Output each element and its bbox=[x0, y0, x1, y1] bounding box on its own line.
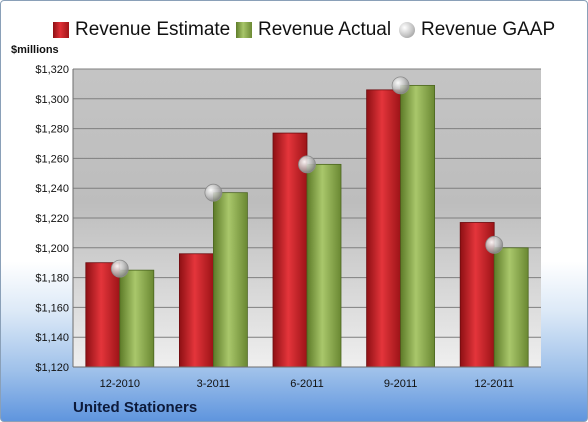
revenue-estimate-bar bbox=[85, 262, 121, 368]
y-tick-label: $1,260 bbox=[35, 153, 69, 165]
revenue-gaap-marker bbox=[298, 155, 316, 174]
y-axis-unit-label: $millions bbox=[11, 44, 59, 56]
company-name: United Stationers bbox=[73, 399, 198, 416]
y-tick-label: $1,140 bbox=[35, 332, 69, 344]
x-tick-label: 9-2011 bbox=[384, 378, 417, 390]
revenue-gaap-marker bbox=[204, 183, 223, 202]
legend-swatch-revenue-gaap bbox=[399, 22, 415, 38]
legend-label-revenue-estimate: Revenue Estimate bbox=[75, 19, 231, 40]
legend-swatch-revenue-estimate bbox=[53, 22, 69, 38]
revenue-actual-bar bbox=[306, 163, 342, 368]
revenue-estimate-bar bbox=[178, 253, 214, 368]
y-tick-label: $1,200 bbox=[35, 243, 69, 255]
y-tick-label: $1,320 bbox=[35, 64, 69, 76]
legend-swatch-revenue-actual bbox=[236, 22, 252, 38]
revenue-actual-bar bbox=[212, 192, 248, 368]
revenue-gaap-marker bbox=[485, 235, 504, 254]
revenue-gaap-marker bbox=[110, 259, 129, 278]
x-tick-label: 12-2011 bbox=[474, 378, 514, 390]
x-tick-label: 6-2011 bbox=[290, 378, 323, 390]
legend-label-revenue-gaap: Revenue GAAP bbox=[421, 19, 556, 40]
bars bbox=[85, 84, 529, 368]
revenue-actual-bar bbox=[119, 269, 155, 368]
legend-label-revenue-actual: Revenue Actual bbox=[258, 19, 392, 40]
y-tick-label: $1,180 bbox=[35, 273, 69, 285]
x-tick-label: 3-2011 bbox=[197, 378, 230, 390]
revenue-actual-bar bbox=[493, 247, 529, 368]
y-tick-label: $1,300 bbox=[35, 94, 69, 106]
y-tick-label: $1,160 bbox=[35, 302, 69, 314]
revenue-estimate-bar bbox=[366, 89, 402, 368]
y-tick-label: $1,240 bbox=[35, 183, 69, 195]
x-tick-label: 12-2010 bbox=[100, 378, 140, 390]
legend: Revenue Estimate Revenue Actual Revenue … bbox=[1, 11, 587, 47]
y-tick-label: $1,220 bbox=[35, 213, 69, 225]
revenue-actual-bar bbox=[400, 84, 436, 368]
revenue-estimate-bar bbox=[272, 132, 308, 368]
y-tick-label: $1,280 bbox=[35, 124, 69, 136]
y-tick-label: $1,120 bbox=[35, 362, 69, 374]
revenue-gaap-marker bbox=[391, 76, 410, 95]
axes: $1,120 $1,140 $1,160 $1,180 $1,200 $1,220 $1,2… bbox=[35, 64, 541, 390]
gaap-markers bbox=[110, 76, 504, 278]
